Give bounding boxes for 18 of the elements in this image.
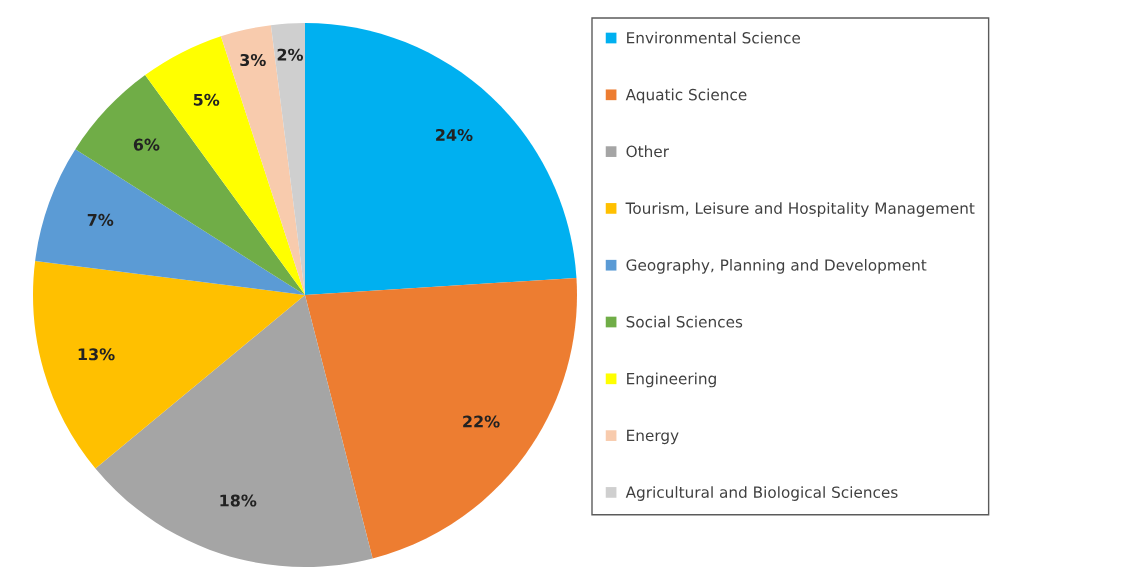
legend-label: Environmental Science	[627, 31, 801, 44]
data-label: 22%	[463, 415, 500, 428]
legend-label: Social Sciences	[626, 315, 743, 328]
data-label: 7%	[87, 213, 114, 226]
data-label: 3%	[240, 53, 266, 67]
data-label: 13%	[78, 348, 115, 361]
legend-label: Agricultural and Biological Sciences	[625, 486, 898, 501]
data-label: 6%	[133, 138, 160, 151]
data-label: 18%	[220, 494, 257, 507]
data-label: 2%	[277, 48, 304, 61]
data-label: 24%	[436, 128, 473, 142]
data-label: 5%	[193, 93, 220, 106]
legend-label: Engineering	[627, 372, 716, 388]
legend-label: Aquatic Science	[625, 88, 747, 104]
legend-label: Tourism, Leisure and Hospitality Management	[625, 202, 975, 217]
legend-label: Geography, Planning and Development	[626, 258, 927, 274]
legend-label: Other	[626, 145, 669, 158]
legend-label: Energy	[627, 429, 679, 445]
